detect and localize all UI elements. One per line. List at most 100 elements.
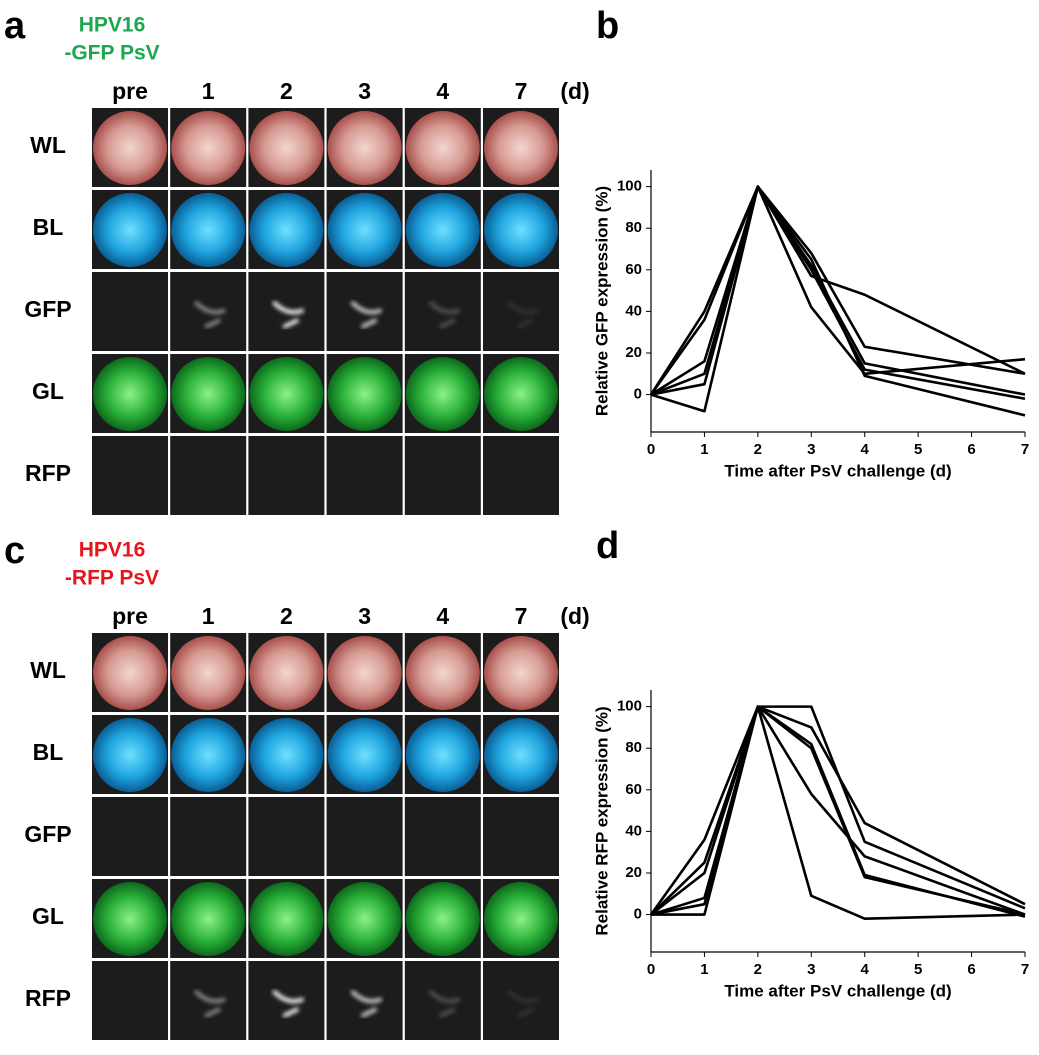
image-tissue (93, 718, 167, 792)
y-tick-label: 100 (617, 698, 642, 715)
row-label: WL (30, 657, 66, 683)
series-line (649, 705, 1026, 916)
image-cell (404, 797, 481, 876)
image-tissue (327, 193, 402, 267)
row-label: BL (33, 739, 64, 765)
column-label: 3 (358, 603, 371, 629)
series-line (650, 185, 1026, 413)
image-cell (92, 961, 168, 1040)
image-cell (326, 436, 403, 515)
x-tick-label: 0 (647, 961, 655, 978)
panel-label: c (4, 530, 25, 572)
image-tissue (171, 636, 246, 710)
row-label: RFP (25, 985, 71, 1011)
x-axis-label: Time after PsV challenge (d) (724, 981, 951, 1000)
y-tick-label: 60 (625, 781, 642, 798)
row-label: GFP (24, 296, 71, 322)
series-line (650, 705, 1026, 916)
image-tissue (484, 882, 558, 956)
signal (350, 989, 383, 1018)
series-line (650, 705, 1026, 918)
row-label: RFP (25, 460, 71, 486)
image-tissue (93, 636, 167, 710)
column-label: pre (112, 78, 148, 104)
series-line (651, 705, 1026, 921)
image-tissue (484, 718, 558, 792)
image-tissue (171, 357, 246, 431)
x-tick-label: 0 (647, 441, 655, 458)
image-tissue (249, 636, 324, 710)
x-tick-label: 5 (914, 961, 922, 978)
image-tissue (93, 193, 167, 267)
signal (193, 989, 227, 1018)
signal (428, 989, 461, 1018)
image-tissue (93, 882, 167, 956)
y-tick-label: 0 (634, 906, 642, 923)
image-tissue (171, 882, 246, 956)
signal (506, 300, 539, 329)
row-label: GFP (24, 821, 71, 847)
series-line (650, 705, 1026, 916)
image-tissue (171, 193, 246, 267)
signal (271, 989, 305, 1018)
x-tick-label: 2 (754, 961, 762, 978)
image-tissue (405, 193, 480, 267)
image-tissue (171, 111, 246, 185)
panel-label: b (596, 5, 619, 47)
image-cell (483, 436, 559, 515)
image-cell (404, 436, 481, 515)
image-tissue (484, 111, 558, 185)
column-label: 7 (515, 78, 528, 104)
x-tick-label: 3 (807, 441, 815, 458)
x-tick-label: 4 (861, 961, 870, 978)
image-tissue (93, 357, 167, 431)
panel-title: HPV16 (79, 14, 146, 37)
x-tick-label: 7 (1021, 961, 1029, 978)
image-tissue (93, 111, 167, 185)
image-tissue (405, 718, 480, 792)
image-tissue (249, 357, 324, 431)
y-tick-label: 100 (617, 178, 642, 195)
image-cell (92, 272, 168, 351)
image-tissue (405, 357, 480, 431)
x-tick-label: 5 (914, 441, 922, 458)
unit-label: (d) (560, 78, 589, 104)
x-tick-label: 2 (754, 441, 762, 458)
image-tissue (405, 111, 480, 185)
signal (506, 989, 539, 1018)
image-tissue (405, 882, 480, 956)
image-tissue (484, 193, 558, 267)
column-label: 2 (280, 603, 293, 629)
image-cell (92, 797, 168, 876)
y-tick-label: 80 (625, 219, 642, 236)
column-label: 1 (202, 603, 215, 629)
column-label: 2 (280, 78, 293, 104)
image-tissue (484, 357, 558, 431)
column-label: pre (112, 603, 148, 629)
panel-label: d (596, 525, 619, 567)
panel-title: -GFP PsV (64, 42, 159, 65)
y-tick-label: 80 (625, 739, 642, 756)
y-tick-label: 60 (625, 261, 642, 278)
image-tissue (327, 357, 402, 431)
signal (271, 300, 305, 329)
y-tick-label: 40 (625, 302, 642, 319)
signal (428, 300, 461, 329)
series-line (649, 185, 1026, 401)
signal (350, 300, 383, 329)
y-axis-label: Relative GFP expression (%) (592, 186, 611, 416)
image-cell (92, 436, 168, 515)
panel-label: a (4, 5, 26, 47)
image-tissue (484, 636, 558, 710)
row-label: GL (32, 378, 64, 404)
y-tick-label: 40 (625, 822, 642, 839)
row-label: GL (32, 903, 64, 929)
row-label: BL (33, 214, 64, 240)
image-cell (248, 797, 325, 876)
image-tissue (171, 718, 246, 792)
x-tick-label: 6 (967, 961, 975, 978)
image-cell (170, 797, 247, 876)
y-tick-label: 20 (625, 344, 642, 361)
image-tissue (327, 636, 402, 710)
column-label: 3 (358, 78, 371, 104)
